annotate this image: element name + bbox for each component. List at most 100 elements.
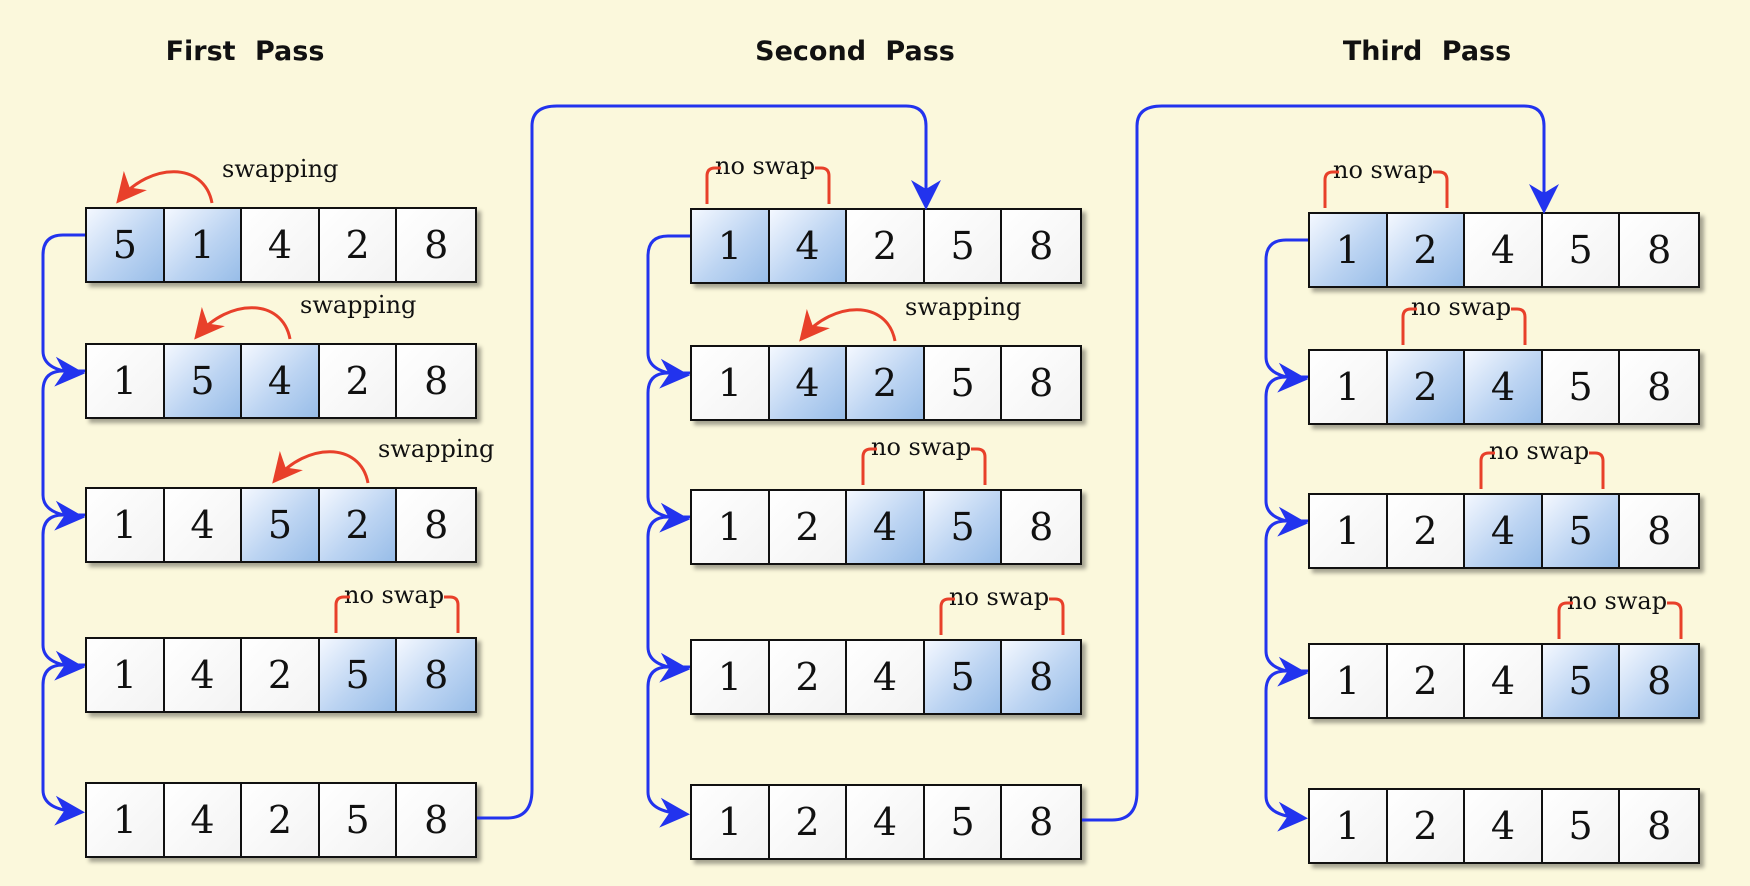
array-cell: 2 [769, 786, 848, 858]
array-cell: 2 [319, 209, 398, 281]
array-cell: 8 [1620, 214, 1699, 286]
array-cell: 5 [924, 491, 1003, 563]
array-cell: 5 [1542, 645, 1621, 717]
array-cell: 5 [1542, 214, 1621, 286]
array-cell: 4 [1465, 790, 1543, 862]
no-swap-label: no swap [344, 581, 445, 609]
swapping-label: swapping [378, 435, 495, 463]
array-cell: 1 [692, 347, 770, 419]
array-cell: 4 [769, 347, 848, 419]
array-cell: 1 [1310, 351, 1388, 423]
no-swap-label: no swap [1567, 587, 1668, 615]
third-pass-title: Third Pass [1342, 36, 1512, 67]
flow-arrow [646, 515, 690, 683]
no-swap-bracket-right [971, 447, 987, 485]
array-cell: 5 [924, 786, 1003, 858]
array-cell: 8 [1002, 491, 1081, 563]
array-cell: 5 [924, 347, 1003, 419]
swapping-label: swapping [905, 293, 1022, 321]
array-cell: 4 [164, 639, 243, 711]
array-cell: 8 [397, 209, 476, 281]
array-cell: 1 [1310, 645, 1388, 717]
array-cell: 5 [924, 641, 1003, 713]
no-swap-label: no swap [871, 433, 972, 461]
array-cell: 1 [692, 210, 770, 282]
flow-arrow [1264, 238, 1308, 393]
swapping-label: swapping [222, 155, 339, 183]
flow-arrow [646, 234, 690, 389]
array-cell: 2 [319, 489, 398, 561]
array-cell: 2 [242, 784, 320, 856]
array-cell: 8 [1620, 790, 1699, 862]
second-pass-title: Second Pass [755, 36, 955, 67]
array-cell: 4 [847, 641, 925, 713]
array-cell: 4 [1465, 645, 1543, 717]
array-cell: 5 [319, 784, 398, 856]
array-cell: 5 [1542, 495, 1621, 567]
array-cell: 1 [87, 345, 165, 417]
array-cell: 4 [847, 491, 925, 563]
flow-arrow [41, 513, 85, 681]
array-cell: 4 [1465, 351, 1543, 423]
no-swap-bracket-right [1667, 601, 1683, 639]
flow-arrow [1264, 375, 1308, 537]
array-cell: 5 [924, 210, 1003, 282]
array-cell: 2 [1387, 495, 1466, 567]
array-cell: 1 [87, 639, 165, 711]
swap-arrow [799, 308, 897, 342]
array-cell: 2 [319, 345, 398, 417]
array-cell: 2 [1387, 790, 1466, 862]
array-cell: 2 [847, 347, 925, 419]
array-cell: 1 [164, 209, 243, 281]
array-cell: 5 [164, 345, 243, 417]
no-swap-label: no swap [1333, 156, 1434, 184]
array-cell: 8 [1002, 347, 1081, 419]
array-cell: 8 [397, 489, 476, 561]
no-swap-bracket-right [1589, 451, 1605, 489]
array-cell: 5 [319, 639, 398, 711]
no-swap-label: no swap [949, 583, 1050, 611]
array-cell: 8 [1002, 641, 1081, 713]
array-cell: 8 [1620, 645, 1699, 717]
array-cell: 2 [242, 639, 320, 711]
swap-arrow [194, 306, 292, 340]
array-cell: 8 [1002, 210, 1081, 282]
array-cell: 2 [1387, 351, 1466, 423]
array-cell: 8 [1002, 786, 1081, 858]
array-cell: 1 [692, 491, 770, 563]
array-cell: 2 [1387, 645, 1466, 717]
swapping-label: swapping [300, 291, 417, 319]
no-swap-bracket-right [444, 595, 460, 633]
flow-arrow [1264, 669, 1308, 832]
flow-arrow [646, 371, 690, 533]
array-cell: 5 [242, 489, 320, 561]
flow-arrow [1264, 519, 1308, 687]
array-cell: 8 [397, 639, 476, 711]
no-swap-bracket-right [1433, 170, 1449, 208]
array-cell: 2 [1387, 214, 1466, 286]
no-swap-bracket-right [1511, 307, 1527, 345]
array-cell: 1 [1310, 214, 1388, 286]
array-cell: 4 [242, 345, 320, 417]
array-cell: 4 [1465, 495, 1543, 567]
swap-arrow [272, 450, 370, 484]
array-cell: 8 [397, 345, 476, 417]
array-cell: 4 [847, 786, 925, 858]
array-cell: 8 [1620, 495, 1699, 567]
flow-arrow [41, 233, 85, 387]
no-swap-label: no swap [1489, 437, 1590, 465]
array-cell: 2 [769, 491, 848, 563]
